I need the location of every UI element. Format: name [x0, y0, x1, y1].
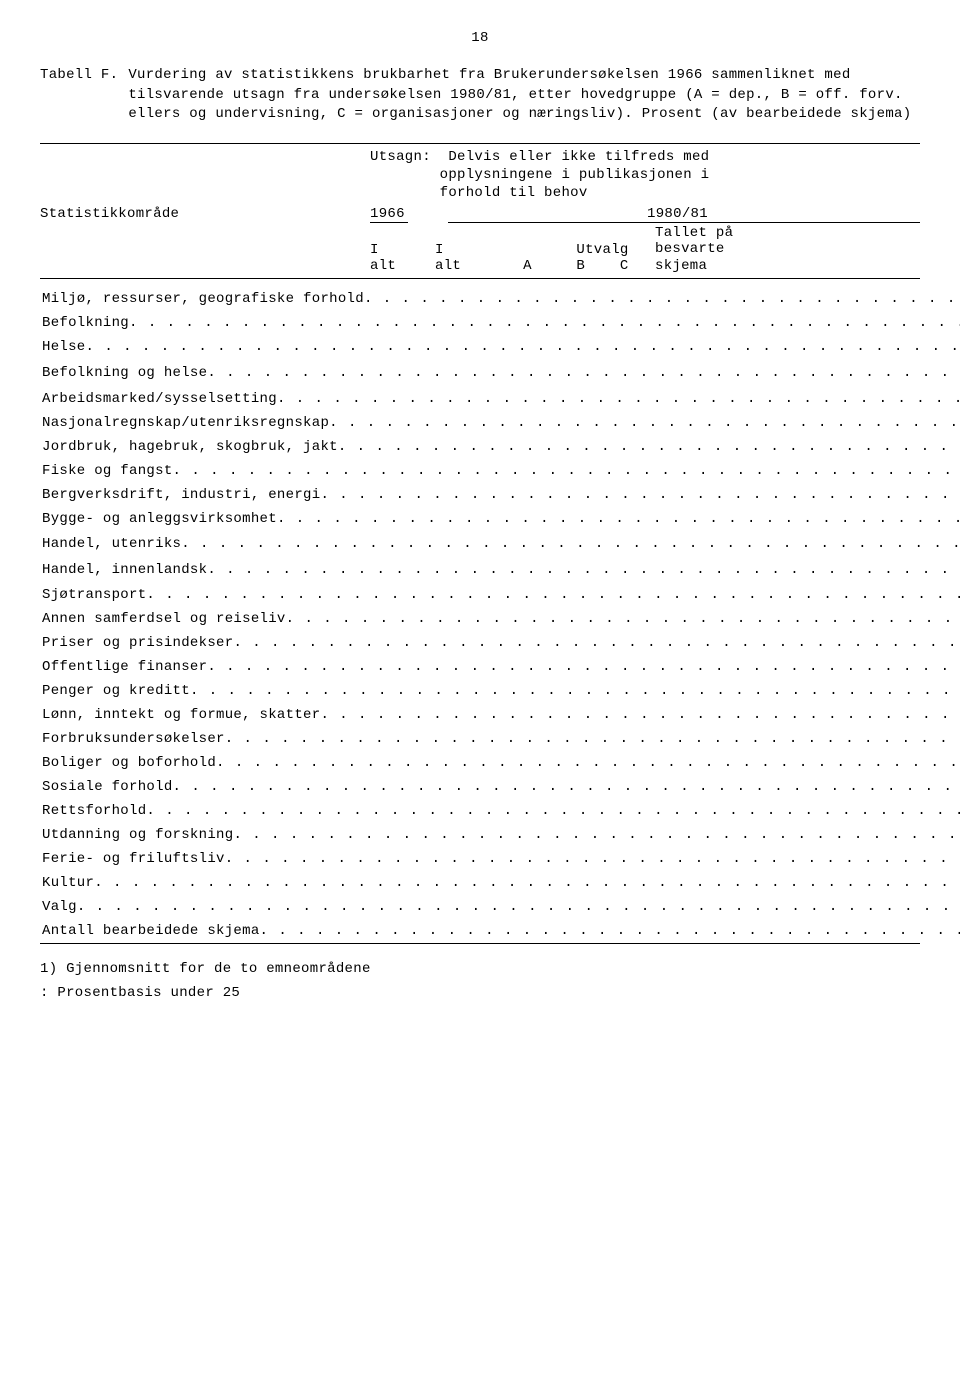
table-row: Fiske og fangst3841:38:128 [40, 459, 960, 483]
table-label: Tabell F. [40, 66, 118, 125]
table-row: Boliger og boforhold..53:5738188 [40, 751, 960, 775]
footnote-1: 1) Gjennomsnitt for de to emneområdene [40, 958, 920, 982]
utsagn-text-1: Delvis eller ikke tilfreds med [448, 149, 709, 165]
table-row: Kultur..44:40:78 [40, 871, 960, 895]
table-row: Arbeidsmarked/sysselsetting1058695952360 [40, 387, 960, 411]
header-row-1: Utsagn: Delvis eller ikke tilfreds med o… [40, 144, 920, 207]
table-row: Valg913:14:152 [40, 895, 960, 919]
table-caption: Tabell F. Vurdering av statistikkens bru… [40, 66, 920, 125]
header-1966: 1966 [370, 206, 435, 222]
table-row: Forbruksundersøkelser..44:40,50154 [40, 727, 960, 751]
table-row: Annen samferdsel og reiseliv12416841:121 [40, 607, 960, 631]
table-row: Sjøtransport..36:35:76 [40, 583, 960, 607]
table-row: Priser og prisindekser425:2525372 [40, 631, 960, 655]
table-row: Helse..51:4850174 [40, 335, 960, 359]
header-statistikkomrade: Statistikkområde [40, 206, 370, 222]
table-row: Sosiale forhold33495048:211 [40, 775, 960, 799]
header-col-a: A [505, 242, 550, 274]
table-row: Miljø, ressurser, geografiske forhold..4… [40, 287, 960, 311]
header-utvalg: Utvalg B C [550, 242, 655, 274]
table-row: Handel, innenlandsk 52 ) [40, 557, 960, 583]
table-row: Lønn, inntekt og formue, skatter26415634… [40, 703, 960, 727]
table-row: Penger og kreditt1735:3238126 [40, 679, 960, 703]
rule-header-bottom [40, 278, 920, 279]
rule-bottom [40, 943, 920, 944]
table-row: Rettsforhold2230:28:97 [40, 799, 960, 823]
table-row: Jordbruk, hagebruk, skogbruk, jakt2441:4… [40, 435, 960, 459]
footnotes: 1) Gjennomsnitt for de to emneområdene :… [40, 958, 920, 1006]
table-row: Nasjonalregnskap/utenriksregnskap6253924… [40, 411, 960, 435]
header-ialt-1966: Ialt [370, 242, 435, 274]
header-ialt-198081: Ialt [435, 242, 505, 274]
footnote-2: : Prosentbasis under 25 [40, 982, 920, 1006]
table-row: Bygge- og anleggsvirksomhet 47 45 42 205 [40, 507, 960, 531]
table-row: Befolkning og helse26331)33::- [40, 359, 960, 388]
caption-text: Vurdering av statistikkens brukbarhet fr… [128, 66, 920, 125]
table-row: Ferie- og friluftsliv..50:46:73 [40, 847, 960, 871]
header-row-3: Ialt Ialt A Utvalg B C Tallet påbesvarte… [40, 223, 920, 277]
header-row-2: Statistikkområde 1966 1980/81 [40, 206, 920, 222]
utsagn-text-2: opplysningene i publikasjonen i [440, 167, 710, 183]
table-row: Bergverksdrift, industri, energi ) 30 48… [40, 483, 960, 507]
utsagn-text-3: forhold til behov [440, 185, 588, 201]
header-198081: 1980/81 [435, 206, 920, 222]
table-row: Utdanning og forskning3938:38:175 [40, 823, 960, 847]
header-tallet: Tallet påbesvarteskjema [655, 225, 920, 273]
table-row: Befolkning..28:2928631 [40, 311, 960, 335]
table-row: Offentlige finanser1830413220182 [40, 655, 960, 679]
page-number: 18 [40, 30, 920, 46]
data-table: Miljø, ressurser, geografiske forhold..4… [40, 287, 960, 944]
table-row: Handel, utenriks 18 ) 44 41 33 61 171 [40, 531, 960, 557]
table-row: Antall bearbeidede skjema3 2501 15318475… [40, 919, 960, 943]
utsagn-label: Utsagn: [370, 149, 431, 165]
